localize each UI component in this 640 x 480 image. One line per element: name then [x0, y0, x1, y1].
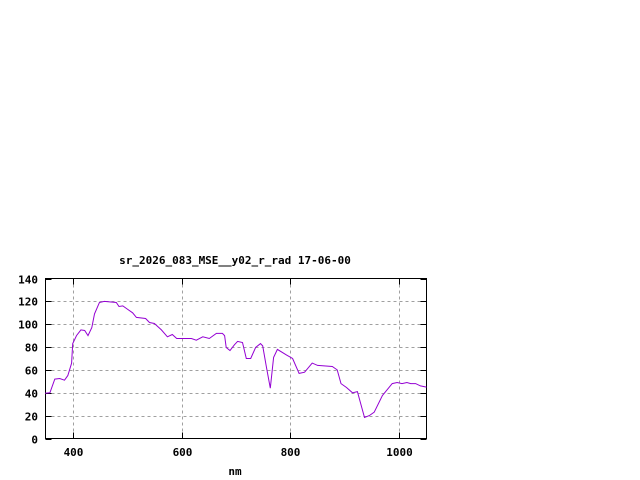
x-tick-label: 1000 [386, 446, 413, 459]
grid [45, 278, 427, 439]
x-tick-label: 400 [64, 446, 84, 459]
x-tick-label: 600 [173, 446, 193, 459]
series-line [44, 300, 427, 419]
plot-border [45, 278, 427, 439]
y-tick-label: 20 [25, 411, 38, 424]
y-tick-label: 80 [25, 342, 38, 355]
y-tick-label: 140 [18, 274, 38, 287]
series [44, 300, 427, 419]
x-axis-label: nm [228, 465, 242, 478]
chart-title: sr_2026_083_MSE__y02_r_rad 17-06-00 [119, 254, 351, 267]
y-tick-label: 120 [18, 296, 38, 309]
y-tick-label: 100 [18, 319, 38, 332]
y-tick-label: 40 [25, 388, 38, 401]
y-tick-label: 0 [31, 434, 38, 447]
x-tick-label: 800 [281, 446, 301, 459]
y-tick-label: 60 [25, 365, 38, 378]
ticks: 0 20 40 60 80 100 120 140 400 600 800 1000 [18, 274, 427, 459]
